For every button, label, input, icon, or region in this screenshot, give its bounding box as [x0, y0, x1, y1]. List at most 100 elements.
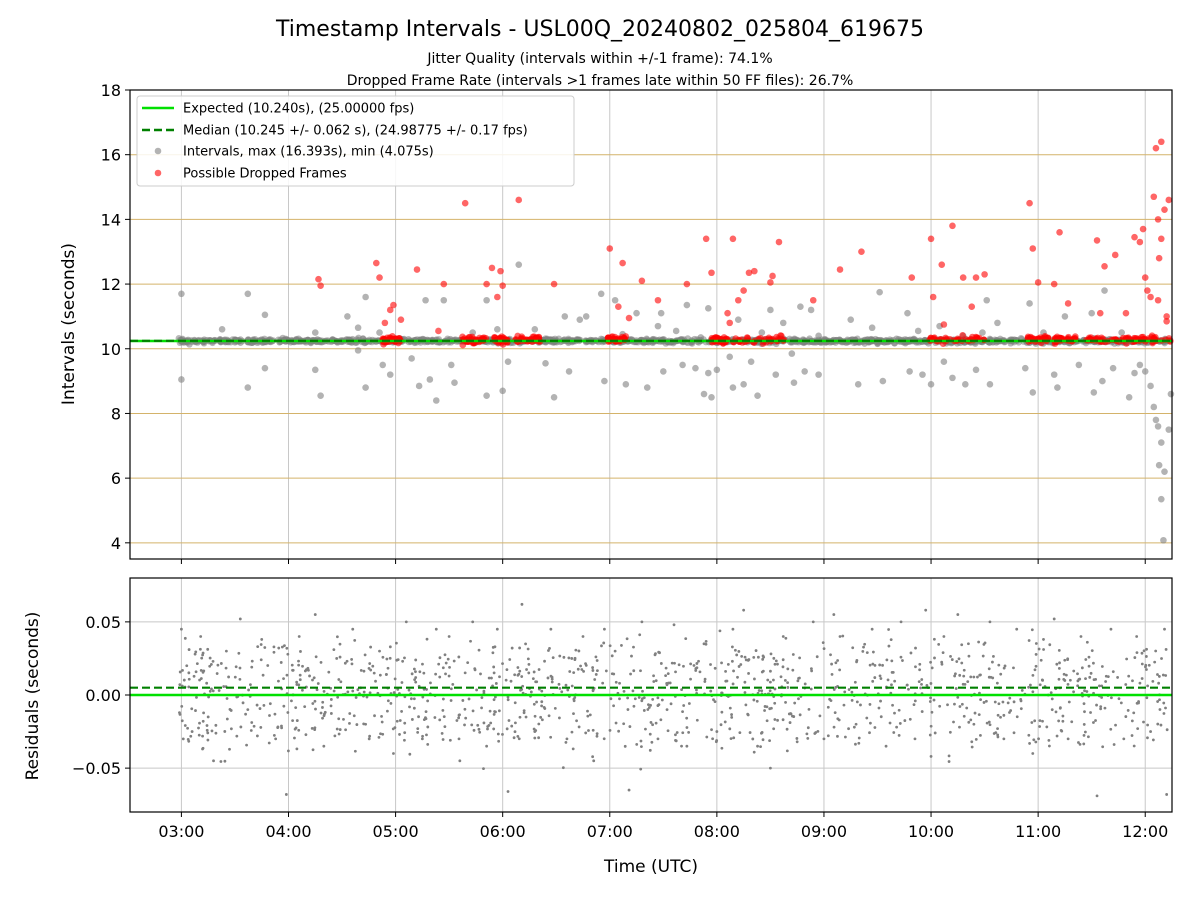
residual-point	[577, 725, 581, 729]
residual-point	[345, 659, 349, 663]
residual-point	[618, 681, 621, 685]
residual-point	[195, 662, 199, 666]
residual-point	[199, 668, 203, 672]
dropped-frame-point	[740, 287, 747, 294]
residual-point	[680, 744, 683, 748]
residual-point	[303, 705, 307, 708]
interval-point	[747, 358, 755, 365]
residual-point	[832, 688, 836, 691]
residual-point	[1144, 655, 1148, 658]
residual-point	[781, 718, 785, 722]
residual-point	[362, 669, 366, 673]
residual-point	[492, 671, 496, 675]
residual-point	[1087, 735, 1090, 739]
residual-point	[351, 689, 355, 693]
residual-point	[506, 698, 510, 702]
residual-point	[1015, 715, 1019, 719]
residual-point	[833, 711, 837, 715]
residual-point	[815, 655, 819, 659]
residual-point	[718, 629, 722, 633]
residual-point	[297, 659, 300, 663]
residual-point	[697, 659, 700, 663]
residual-point	[715, 730, 719, 733]
intervals-y-axis-label: Intervals (seconds)	[59, 243, 79, 405]
residual-point	[886, 678, 890, 682]
residual-point	[1161, 673, 1165, 677]
dropped-frame-point	[1034, 279, 1042, 286]
residual-point	[1066, 737, 1070, 741]
legend-intervals-marker	[154, 147, 162, 155]
residual-point	[386, 709, 389, 713]
residual-point	[737, 650, 741, 653]
dropped-frame-point	[461, 199, 469, 207]
residual-point	[280, 645, 284, 649]
dropped-frame-point	[625, 314, 633, 322]
dropped-frame-point	[532, 334, 540, 342]
residual-point	[282, 704, 286, 708]
residual-point	[537, 668, 541, 671]
residual-point	[564, 683, 568, 687]
residual-point	[1092, 721, 1095, 724]
residual-point	[890, 670, 894, 674]
residual-point	[620, 644, 623, 647]
legend: Expected (10.240s), (25.00000 fps) Media…	[136, 95, 575, 187]
residual-point	[948, 730, 952, 734]
interval-point	[576, 316, 584, 323]
residual-point	[529, 690, 533, 694]
dropped-frame-point	[604, 334, 612, 342]
interval-point	[904, 309, 911, 317]
residual-point	[414, 670, 417, 674]
residual-point	[1031, 690, 1035, 694]
residual-point	[505, 668, 509, 672]
y-tick-label: 16	[101, 146, 121, 165]
residual-point	[1130, 734, 1134, 737]
dropped-frame-point	[381, 319, 389, 327]
residual-point	[524, 715, 528, 719]
residual-point	[834, 661, 838, 665]
residual-point	[728, 727, 732, 731]
residual-point	[393, 677, 397, 681]
residual-point	[769, 652, 773, 656]
interval-point	[622, 381, 630, 388]
residual-point	[509, 679, 513, 683]
residual-point	[1095, 794, 1099, 798]
residual-point	[1083, 689, 1086, 693]
residual-point	[1039, 658, 1043, 662]
residual-point	[1054, 710, 1058, 714]
interval-point	[679, 361, 686, 369]
dropped-frame-point	[702, 235, 710, 243]
interval-point	[1029, 389, 1037, 396]
residual-point	[1144, 663, 1148, 667]
dropped-frame-point	[499, 282, 506, 289]
residual-point	[913, 699, 917, 703]
residual-point	[743, 691, 747, 694]
residual-point	[897, 708, 901, 712]
residual-point	[517, 672, 521, 676]
residual-point	[448, 738, 452, 742]
residual-point	[855, 700, 859, 704]
residual-point	[535, 680, 539, 684]
residual-point	[723, 720, 727, 724]
residual-point	[1033, 719, 1037, 723]
residual-point	[452, 659, 456, 663]
residual-point	[918, 662, 922, 666]
dropped-frame-point	[1064, 300, 1072, 307]
residual-point	[1001, 700, 1005, 704]
residual-point	[836, 734, 839, 738]
residual-point	[182, 678, 186, 682]
residual-point	[652, 674, 655, 678]
residual-point	[633, 697, 637, 701]
residual-point	[369, 645, 373, 649]
residual-point	[1068, 678, 1072, 682]
interval-point	[767, 306, 774, 314]
legend-dropped-label: Possible Dropped Frames	[183, 167, 347, 182]
residual-point	[277, 679, 280, 683]
interval-point	[362, 384, 369, 391]
residual-point	[564, 740, 568, 744]
residual-point	[1146, 684, 1150, 688]
residual-point	[463, 723, 466, 727]
residual-point	[810, 669, 814, 673]
residual-point	[632, 669, 636, 673]
residual-point	[609, 697, 613, 701]
dropped-frame-point	[1056, 229, 1063, 236]
